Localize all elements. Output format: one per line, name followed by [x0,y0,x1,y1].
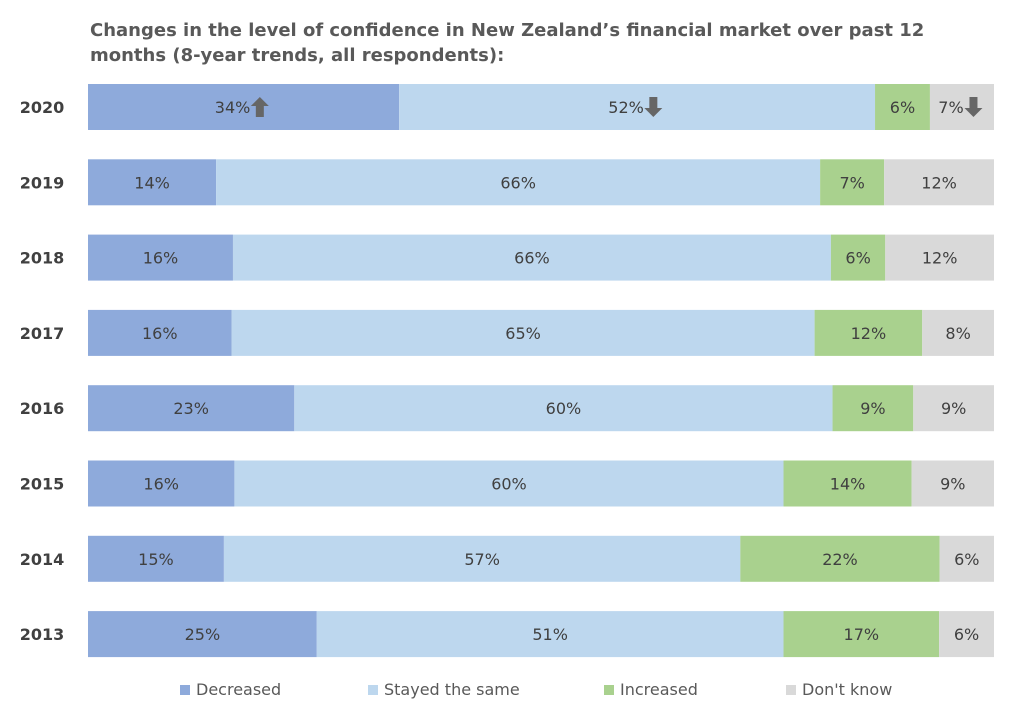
legend-swatch-decreased [180,684,190,695]
bar-segment-2018-decreased [88,234,233,281]
bar-segment-2019-increased [820,159,885,206]
value-label-2017-increased: 12% [851,324,887,343]
bar-segment-2020-increased [875,84,930,130]
value-label-2019-decreased: 14% [134,173,170,192]
year-label-2018: 2018 [20,249,65,268]
legend-swatch-increased [604,684,614,695]
value-label-2015-stayed-the-same: 60% [491,475,527,494]
legend-label-stayed-the-same: Stayed the same [384,680,520,699]
value-label-2015-don-t-know: 9% [940,475,965,494]
legend-swatch-don-t-know [786,684,796,695]
value-label-2020-decreased: 34% [215,98,251,117]
bar-segment-2018-don-t-know [885,234,994,281]
value-label-2018-increased: 6% [845,249,870,268]
bar-segment-2013-decreased [88,611,317,658]
bar-segment-2016-decreased [88,385,295,432]
year-label-2015: 2015 [20,475,65,494]
bar-segment-2016-don-t-know [913,385,994,432]
value-label-2017-decreased: 16% [142,324,178,343]
bar-segment-2014-don-t-know [939,535,994,582]
arrow-down-icon [964,97,983,117]
value-label-2019-increased: 7% [839,173,864,192]
year-label-2014: 2014 [20,550,65,569]
value-label-2016-stayed-the-same: 60% [546,399,582,418]
stacked-bar-chart: 2020 34% 52% 6% 7% 2019 14% 66% 7% 12% 2018 16% 66% 6… [20,84,994,658]
value-label-2014-stayed-the-same: 57% [464,550,500,569]
bar-segment-2019-decreased [88,159,217,206]
bar-segment-2015-decreased [88,460,235,507]
year-label-2016: 2016 [20,399,65,418]
value-label-2019-don-t-know: 12% [921,173,957,192]
value-label-2016-decreased: 23% [173,399,209,418]
legend-label-decreased: Decreased [196,680,282,699]
value-label-2015-increased: 14% [830,475,866,494]
value-label-2013-stayed-the-same: 51% [532,625,568,644]
value-label-2014-decreased: 15% [138,550,174,569]
value-label-2020-stayed-the-same: 52% [608,98,644,117]
value-label-2018-stayed-the-same: 66% [514,249,550,268]
legend-swatch-stayed-the-same [368,684,378,695]
bar-segment-2015-don-t-know [911,460,994,507]
value-label-2013-don-t-know: 6% [954,625,979,644]
chart-title: Changes in the level of confidence in Ne… [90,20,925,66]
bar-segment-2015-increased [783,460,912,507]
year-label-2020: 2020 [20,98,65,117]
bar-segment-2013-stayed-the-same [316,611,784,658]
year-label-2017: 2017 [20,324,65,343]
value-label-2014-increased: 22% [822,550,858,569]
bar-segment-2013-don-t-know [939,611,994,658]
value-label-2016-increased: 9% [860,399,885,418]
arrow-down-icon [644,97,663,117]
bar-segment-2018-stayed-the-same [232,234,831,281]
value-label-2017-stayed-the-same: 65% [505,324,541,343]
legend-item-don-t-know: Don't know [786,680,892,699]
bar-segment-2015-stayed-the-same [234,460,784,507]
value-label-2014-don-t-know: 6% [954,550,979,569]
bar-segment-2019-stayed-the-same [216,159,821,206]
bar-segment-2017-don-t-know [922,309,994,356]
value-label-2013-increased: 17% [844,625,880,644]
value-label-2015-decreased: 16% [143,475,179,494]
bar-segment-2017-decreased [88,309,232,356]
value-label-2018-decreased: 16% [143,249,179,268]
legend-item-increased: Increased [604,680,698,699]
bar-segment-2013-increased [783,611,940,658]
value-label-2018-don-t-know: 12% [922,249,958,268]
bar-segment-2017-stayed-the-same [231,309,815,356]
value-label-2016-don-t-know: 9% [941,399,966,418]
arrow-up-icon [250,97,269,117]
year-label-2019: 2019 [20,173,65,192]
bar-segment-2014-stayed-the-same [223,535,741,582]
bar-segment-2016-stayed-the-same [294,385,833,432]
value-label-2017-don-t-know: 8% [945,324,970,343]
chart-legend: Decreased Stayed the same Increased Don't k… [0,680,1018,704]
bar-segment-2020-decreased [88,84,400,130]
bar-segment-2016-increased [832,385,914,432]
legend-label-increased: Increased [620,680,698,699]
legend-label-don-t-know: Don't know [802,680,893,699]
bar-segment-2018-increased [830,234,886,281]
value-label-2020-increased: 6% [890,98,915,117]
bar-segment-2020-don-t-know [929,84,994,130]
value-label-2020-don-t-know: 7% [938,98,963,117]
value-label-2019-stayed-the-same: 66% [500,173,536,192]
legend-item-decreased: Decreased [180,680,281,699]
bar-segment-2020-stayed-the-same [399,84,876,130]
bar-segment-2019-don-t-know [884,159,994,206]
bar-segment-2014-decreased [88,535,224,582]
year-label-2013: 2013 [20,625,65,644]
bar-segment-2017-increased [814,309,923,356]
bar-segment-2014-increased [740,535,940,582]
legend-item-stayed-the-same: Stayed the same [368,680,520,699]
value-label-2013-decreased: 25% [185,625,221,644]
